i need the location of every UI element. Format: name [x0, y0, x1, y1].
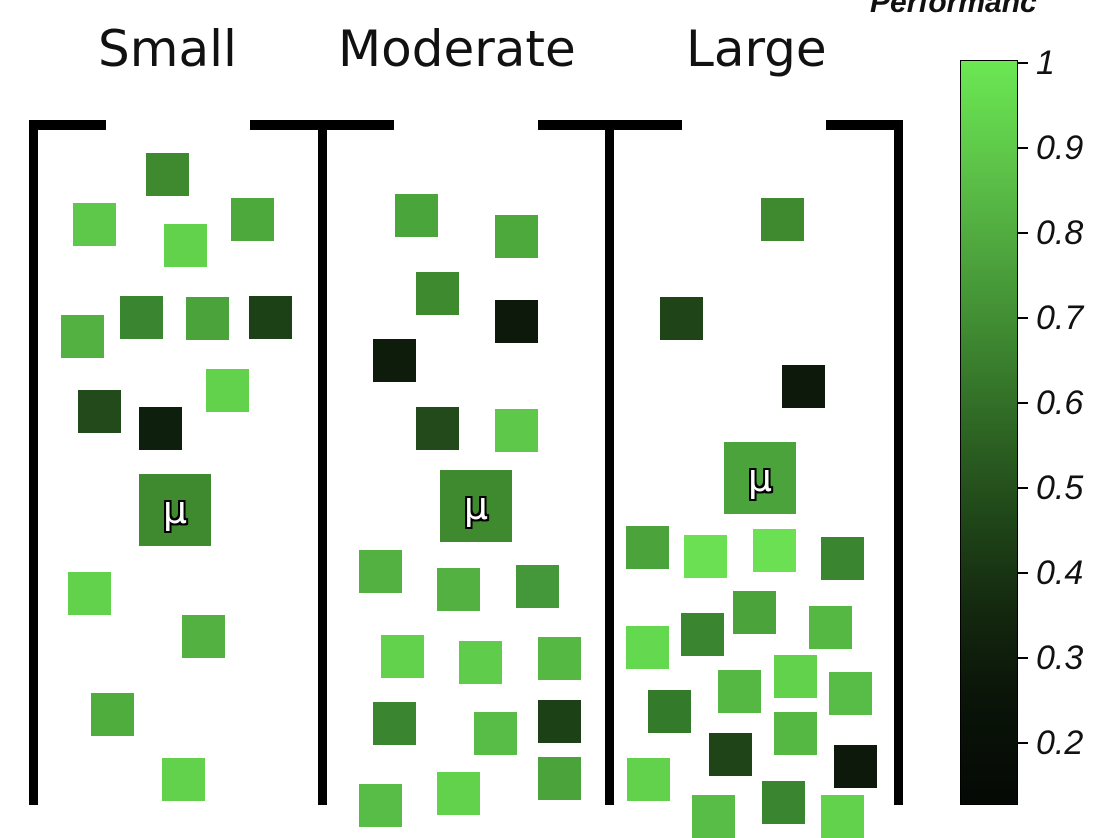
sample-square — [359, 550, 402, 593]
sample-square — [495, 409, 538, 452]
sample-square — [437, 568, 480, 611]
bracket-top-segment — [250, 120, 394, 130]
sample-square — [459, 641, 502, 684]
sample-square — [626, 526, 669, 569]
sample-square — [231, 198, 274, 241]
sample-square — [416, 407, 459, 450]
sample-square — [146, 153, 189, 196]
sample-square — [774, 712, 817, 755]
sample-square — [186, 297, 229, 340]
sample-square — [660, 297, 703, 340]
sample-square — [495, 300, 538, 343]
colorbar-tick-label: 0.4 — [1036, 554, 1084, 592]
sample-square — [359, 784, 402, 827]
colorbar-tick-label: 0.5 — [1036, 469, 1084, 507]
colorbar-tick-label: 0.6 — [1036, 384, 1084, 422]
mean-box-small: μ — [139, 474, 211, 546]
colorbar-tick — [1018, 232, 1028, 234]
sample-square — [627, 758, 670, 801]
sample-square — [516, 565, 559, 608]
colorbar-tick-label: 0.8 — [1036, 214, 1084, 252]
sample-square — [73, 203, 116, 246]
performance-colorbar — [960, 60, 1018, 805]
sample-square — [538, 637, 581, 680]
sample-square — [821, 537, 864, 580]
sample-square — [162, 758, 205, 801]
sample-square — [139, 407, 182, 450]
sample-square — [809, 606, 852, 649]
mean-label: μ — [747, 456, 773, 500]
mean-label: μ — [463, 484, 489, 528]
sample-square — [474, 712, 517, 755]
bracket-top-segment — [538, 120, 682, 130]
column-label-small: Small — [98, 20, 237, 78]
sample-square — [61, 315, 104, 358]
sample-square — [437, 772, 480, 815]
colorbar-tick — [1018, 487, 1028, 489]
colorbar-tick-label: 0.9 — [1036, 129, 1084, 167]
sample-square — [648, 690, 691, 733]
colorbar-tick-label: 0.7 — [1036, 299, 1084, 337]
colorbar-tick-label: 0.3 — [1036, 639, 1084, 677]
sample-square — [164, 224, 207, 267]
sample-square — [68, 572, 111, 615]
bracket-top-segment — [826, 120, 903, 130]
colorbar-tick-label: 0.2 — [1036, 724, 1084, 762]
colorbar-tick — [1018, 317, 1028, 319]
colorbar-tick-label: 1 — [1036, 44, 1055, 82]
sample-square — [761, 198, 804, 241]
sample-square — [381, 635, 424, 678]
sample-square — [718, 670, 761, 713]
bracket-bar-right — [894, 122, 903, 805]
sample-square — [495, 215, 538, 258]
sample-square — [762, 781, 805, 824]
sample-square — [249, 296, 292, 339]
sample-square — [373, 339, 416, 382]
bracket-bar-left — [29, 122, 38, 805]
sample-square — [684, 535, 727, 578]
sample-square — [538, 757, 581, 800]
colorbar-title: Performanc — [870, 0, 1037, 19]
sample-square — [416, 272, 459, 315]
sample-square — [78, 390, 121, 433]
sample-square — [395, 194, 438, 237]
sample-square — [733, 591, 776, 634]
mean-box-large: μ — [724, 442, 796, 514]
bracket-top-segment — [29, 120, 106, 130]
sample-square — [120, 296, 163, 339]
sample-square — [373, 702, 416, 745]
sample-square — [774, 655, 817, 698]
colorbar-tick — [1018, 657, 1028, 659]
sample-square — [91, 693, 134, 736]
sample-square — [753, 529, 796, 572]
sample-square — [782, 365, 825, 408]
bracket-bar-divider-1 — [318, 122, 327, 805]
sample-square — [692, 795, 735, 838]
sample-square — [626, 626, 669, 669]
sample-square — [206, 369, 249, 412]
column-label-moderate: Moderate — [338, 20, 576, 78]
sample-square — [681, 613, 724, 656]
colorbar-tick — [1018, 402, 1028, 404]
sample-square — [821, 795, 864, 838]
sample-square — [829, 672, 872, 715]
colorbar-tick — [1018, 572, 1028, 574]
sample-square — [709, 733, 752, 776]
sample-square — [834, 745, 877, 788]
mean-box-moderate: μ — [440, 470, 512, 542]
colorbar-tick — [1018, 742, 1028, 744]
mean-label: μ — [162, 488, 188, 532]
column-label-large: Large — [686, 20, 827, 78]
bracket-bar-divider-2 — [605, 122, 614, 805]
sample-square — [538, 700, 581, 743]
sample-square — [182, 615, 225, 658]
colorbar-tick — [1018, 62, 1028, 64]
colorbar-tick — [1018, 147, 1028, 149]
